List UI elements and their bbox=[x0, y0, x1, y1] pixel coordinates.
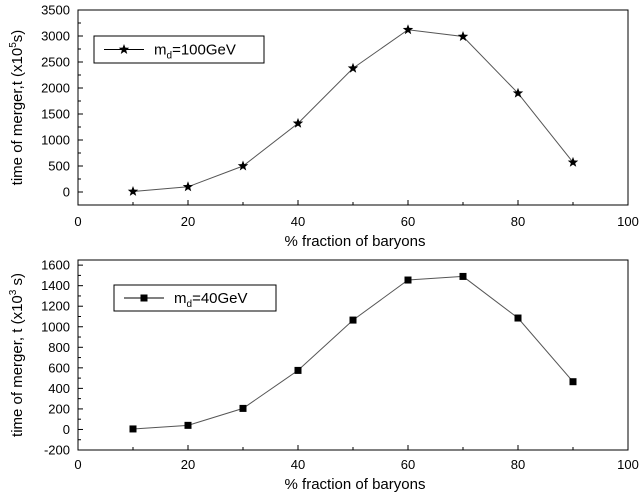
y-tick-label: 1600 bbox=[41, 258, 70, 273]
star-marker bbox=[402, 24, 414, 35]
y-axis-label: time of merger, t (x103 s) bbox=[8, 273, 26, 437]
x-tick-label: 100 bbox=[617, 457, 639, 472]
y-tick-label: 3000 bbox=[41, 29, 70, 44]
legend: md=40GeV bbox=[113, 284, 277, 312]
y-tick-label: 3500 bbox=[41, 3, 70, 18]
x-tick-label: 80 bbox=[511, 457, 525, 472]
star-marker bbox=[127, 185, 139, 196]
square-marker bbox=[569, 378, 577, 386]
x-tick-label: 60 bbox=[401, 214, 415, 229]
chart-panel-top: 0 20 40 60 80 1000500100015002000250030003500… bbox=[8, 3, 639, 251]
y-tick-label: 1500 bbox=[41, 107, 70, 122]
legend-label: md=100GeV bbox=[154, 42, 236, 62]
square-marker bbox=[404, 276, 412, 284]
star-marker bbox=[512, 87, 524, 98]
star-marker bbox=[567, 156, 579, 167]
y-tick-label: 200 bbox=[48, 401, 70, 416]
x-tick-label: 0 bbox=[74, 457, 81, 472]
star-marker bbox=[347, 62, 359, 73]
square-marker bbox=[239, 404, 247, 412]
y-tick-label: 1400 bbox=[41, 278, 70, 293]
star-marker bbox=[292, 117, 304, 128]
y-axis-label: time of merger,t (x105s) bbox=[8, 30, 26, 186]
legend-label: md=40GeV bbox=[174, 290, 248, 310]
x-axis-label: % fraction of baryons bbox=[285, 476, 426, 492]
chart-panel-bottom: 0 20 40 60 80 100 -200 0 200 400 600 800 1000 1200 140… bbox=[8, 258, 639, 492]
x-tick-label: 20 bbox=[181, 457, 195, 472]
y-tick-label: 1000 bbox=[41, 133, 70, 148]
square-marker bbox=[140, 294, 148, 302]
legend: md=100GeV bbox=[93, 35, 265, 64]
y-tick-label: -200 bbox=[44, 443, 70, 458]
star-marker bbox=[182, 181, 194, 192]
y-tick-label: 600 bbox=[48, 360, 70, 375]
x-tick-label: 20 bbox=[181, 214, 195, 229]
x-tick-label: 80 bbox=[511, 214, 525, 229]
x-axis-label: % fraction of baryons bbox=[285, 233, 426, 250]
y-tick-label: 2000 bbox=[41, 81, 70, 96]
y-tick-label: 0 bbox=[63, 185, 70, 200]
square-marker bbox=[294, 366, 302, 374]
y-tick-label: 1000 bbox=[41, 319, 70, 334]
square-marker bbox=[129, 425, 137, 433]
y-tick-label: 2500 bbox=[41, 55, 70, 70]
y-tick-label: 400 bbox=[48, 381, 70, 396]
square-marker bbox=[184, 421, 192, 429]
x-tick-label: 60 bbox=[401, 457, 415, 472]
star-marker bbox=[457, 31, 469, 41]
y-tick-label: 500 bbox=[48, 159, 70, 174]
x-tick-label: 0 bbox=[74, 214, 81, 229]
square-marker bbox=[459, 272, 467, 280]
y-tick-label: 800 bbox=[48, 340, 70, 355]
square-marker bbox=[514, 314, 522, 322]
x-tick-label: 100 bbox=[617, 214, 639, 229]
y-tick-label: 1200 bbox=[41, 299, 70, 314]
x-tick-label: 40 bbox=[291, 457, 305, 472]
star-marker bbox=[118, 44, 130, 54]
square-marker bbox=[349, 316, 357, 324]
x-tick-label: 40 bbox=[291, 214, 305, 229]
y-tick-label: 0 bbox=[63, 422, 70, 437]
star-marker bbox=[237, 160, 249, 171]
